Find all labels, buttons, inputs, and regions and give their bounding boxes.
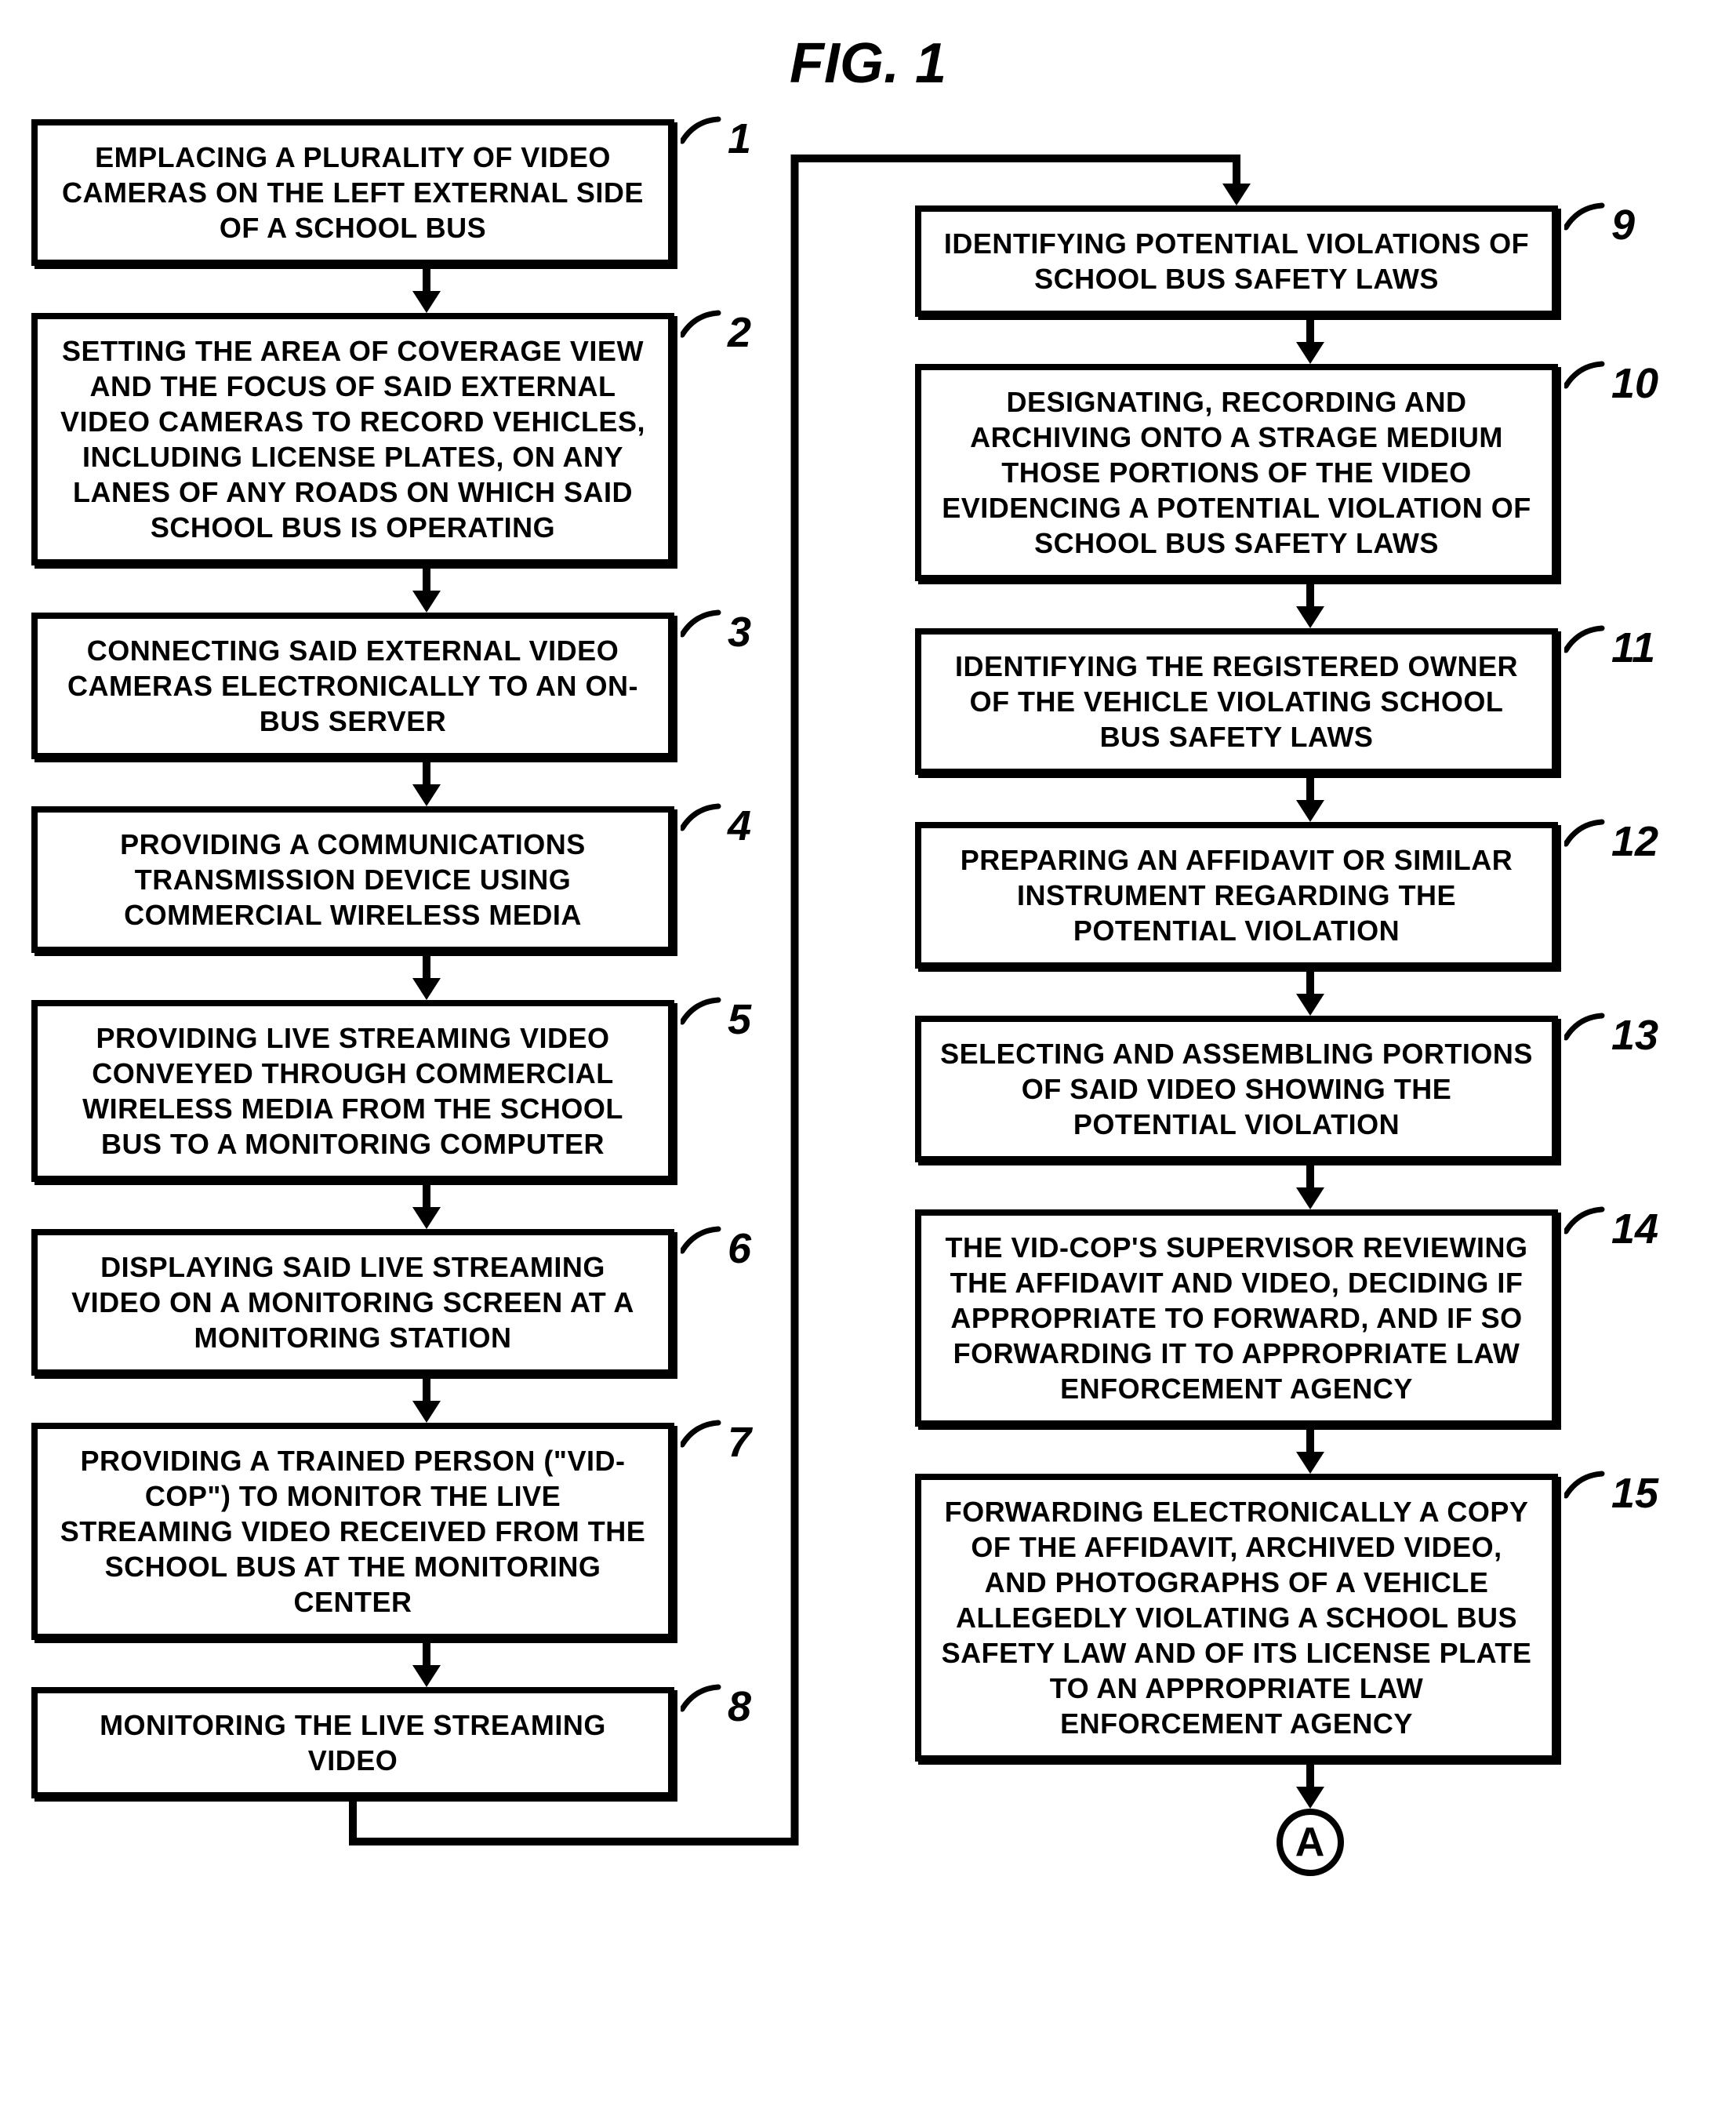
- flow-step-number: 13: [1564, 1011, 1658, 1060]
- flow-step-number-text: 1: [728, 115, 751, 163]
- figure-container: FIG. 1 EMPLACING A PLURALITY OF VIDEO CA…: [31, 31, 1705, 1876]
- arrow-down-icon: [411, 565, 442, 613]
- flow-step-number-text: 12: [1611, 817, 1658, 866]
- flow-step-number-text: 9: [1611, 201, 1635, 249]
- flow-step-number: 14: [1564, 1205, 1658, 1253]
- flow-step-number-text: 13: [1611, 1011, 1658, 1060]
- arrow-down-icon: [411, 953, 442, 1000]
- terminal-connector: A: [1277, 1809, 1344, 1876]
- right-column: IDENTIFYING POTENTIAL VIOLATIONS OF SCHO…: [915, 119, 1705, 1876]
- flow-step-number-text: 4: [728, 802, 751, 850]
- flow-step-number: 2: [681, 308, 751, 357]
- flow-node: PROVIDING LIVE STREAMING VIDEO CONVEYED …: [31, 1000, 821, 1182]
- flow-box-1: EMPLACING A PLURALITY OF VIDEO CAMERAS O…: [31, 119, 674, 266]
- arrow-down-icon: [411, 1640, 442, 1687]
- flow-step-number: 7: [681, 1418, 751, 1467]
- flow-node: IDENTIFYING THE REGISTERED OWNER OF THE …: [915, 628, 1705, 775]
- flow-step-number: 15: [1564, 1469, 1658, 1518]
- flow-box-6: DISPLAYING SAID LIVE STREAMING VIDEO ON …: [31, 1229, 674, 1376]
- flow-box-9: IDENTIFYING POTENTIAL VIOLATIONS OF SCHO…: [915, 205, 1558, 317]
- flow-step-number-text: 8: [728, 1682, 751, 1731]
- flow-node: FORWARDING ELECTRONICALLY A COPY OF THE …: [915, 1474, 1705, 1762]
- arrow-down-icon: [1295, 1427, 1326, 1474]
- arrow-down-icon: [1295, 1762, 1326, 1809]
- flow-box-2: SETTING THE AREA OF COVERAGE VIEW AND TH…: [31, 313, 674, 565]
- flow-step-number-text: 10: [1611, 359, 1658, 408]
- flow-step-number: 3: [681, 608, 751, 656]
- arrow-down-icon: [1295, 317, 1326, 364]
- flow-node: SELECTING AND ASSEMBLING PORTIONS OF SAI…: [915, 1016, 1705, 1162]
- flow-step-number: 4: [681, 802, 751, 850]
- left-column: EMPLACING A PLURALITY OF VIDEO CAMERAS O…: [31, 119, 821, 1876]
- flow-node: SETTING THE AREA OF COVERAGE VIEW AND TH…: [31, 313, 821, 565]
- flow-node: THE VID-COP'S SUPERVISOR REVIEWING THE A…: [915, 1209, 1705, 1427]
- flow-step-number-text: 15: [1611, 1469, 1658, 1518]
- arrow-down-icon: [1295, 969, 1326, 1016]
- flow-box-8: MONITORING THE LIVE STREAMING VIDEO: [31, 1687, 674, 1798]
- arrow-down-icon: [1295, 775, 1326, 822]
- flow-step-number-text: 14: [1611, 1205, 1658, 1253]
- flow-node: PROVIDING A COMMUNICATIONS TRANSMISSION …: [31, 806, 821, 953]
- flow-node: IDENTIFYING POTENTIAL VIOLATIONS OF SCHO…: [915, 205, 1705, 317]
- arrow-down-icon: [411, 759, 442, 806]
- flow-node: DISPLAYING SAID LIVE STREAMING VIDEO ON …: [31, 1229, 821, 1376]
- flow-step-number: 10: [1564, 359, 1658, 408]
- flow-step-number-text: 5: [728, 995, 751, 1044]
- flow-step-number: 1: [681, 115, 751, 163]
- flow-node: PREPARING AN AFFIDAVIT OR SIMILAR INSTRU…: [915, 822, 1705, 969]
- flow-box-12: PREPARING AN AFFIDAVIT OR SIMILAR INSTRU…: [915, 822, 1558, 969]
- arrow-down-icon: [1295, 581, 1326, 628]
- flow-step-number-text: 11: [1611, 624, 1655, 672]
- flow-box-3: CONNECTING SAID EXTERNAL VIDEO CAMERAS E…: [31, 613, 674, 759]
- flow-node: DESIGNATING, RECORDING AND ARCHIVING ONT…: [915, 364, 1705, 581]
- flow-step-number-text: 6: [728, 1224, 751, 1273]
- flow-node: CONNECTING SAID EXTERNAL VIDEO CAMERAS E…: [31, 613, 821, 759]
- columns-wrap: EMPLACING A PLURALITY OF VIDEO CAMERAS O…: [31, 119, 1705, 1876]
- flow-step-number: 5: [681, 995, 751, 1044]
- flow-step-number: 8: [681, 1682, 751, 1731]
- flow-box-5: PROVIDING LIVE STREAMING VIDEO CONVEYED …: [31, 1000, 674, 1182]
- flow-box-11: IDENTIFYING THE REGISTERED OWNER OF THE …: [915, 628, 1558, 775]
- arrow-down-icon: [411, 1182, 442, 1229]
- flow-step-number-text: 3: [728, 608, 751, 656]
- flow-step-number: 12: [1564, 817, 1658, 866]
- flow-node: PROVIDING A TRAINED PERSON ("VID-COP") T…: [31, 1423, 821, 1640]
- flow-box-10: DESIGNATING, RECORDING AND ARCHIVING ONT…: [915, 364, 1558, 581]
- flow-box-7: PROVIDING A TRAINED PERSON ("VID-COP") T…: [31, 1423, 674, 1640]
- flow-box-14: THE VID-COP'S SUPERVISOR REVIEWING THE A…: [915, 1209, 1558, 1427]
- flow-step-number-text: 2: [728, 308, 751, 357]
- arrow-down-icon: [411, 266, 442, 313]
- flow-step-number: 9: [1564, 201, 1635, 249]
- flow-box-13: SELECTING AND ASSEMBLING PORTIONS OF SAI…: [915, 1016, 1558, 1162]
- arrow-down-icon: [411, 1376, 442, 1423]
- terminal-circle: A: [1277, 1809, 1344, 1876]
- flow-step-number: 6: [681, 1224, 751, 1273]
- flow-node: EMPLACING A PLURALITY OF VIDEO CAMERAS O…: [31, 119, 821, 266]
- arrow-down-icon: [1295, 1162, 1326, 1209]
- figure-title: FIG. 1: [31, 31, 1705, 96]
- flow-box-15: FORWARDING ELECTRONICALLY A COPY OF THE …: [915, 1474, 1558, 1762]
- flow-step-number: 11: [1564, 624, 1655, 672]
- flow-step-number-text: 7: [728, 1418, 751, 1467]
- flow-box-4: PROVIDING A COMMUNICATIONS TRANSMISSION …: [31, 806, 674, 953]
- flow-node: MONITORING THE LIVE STREAMING VIDEO8: [31, 1687, 821, 1798]
